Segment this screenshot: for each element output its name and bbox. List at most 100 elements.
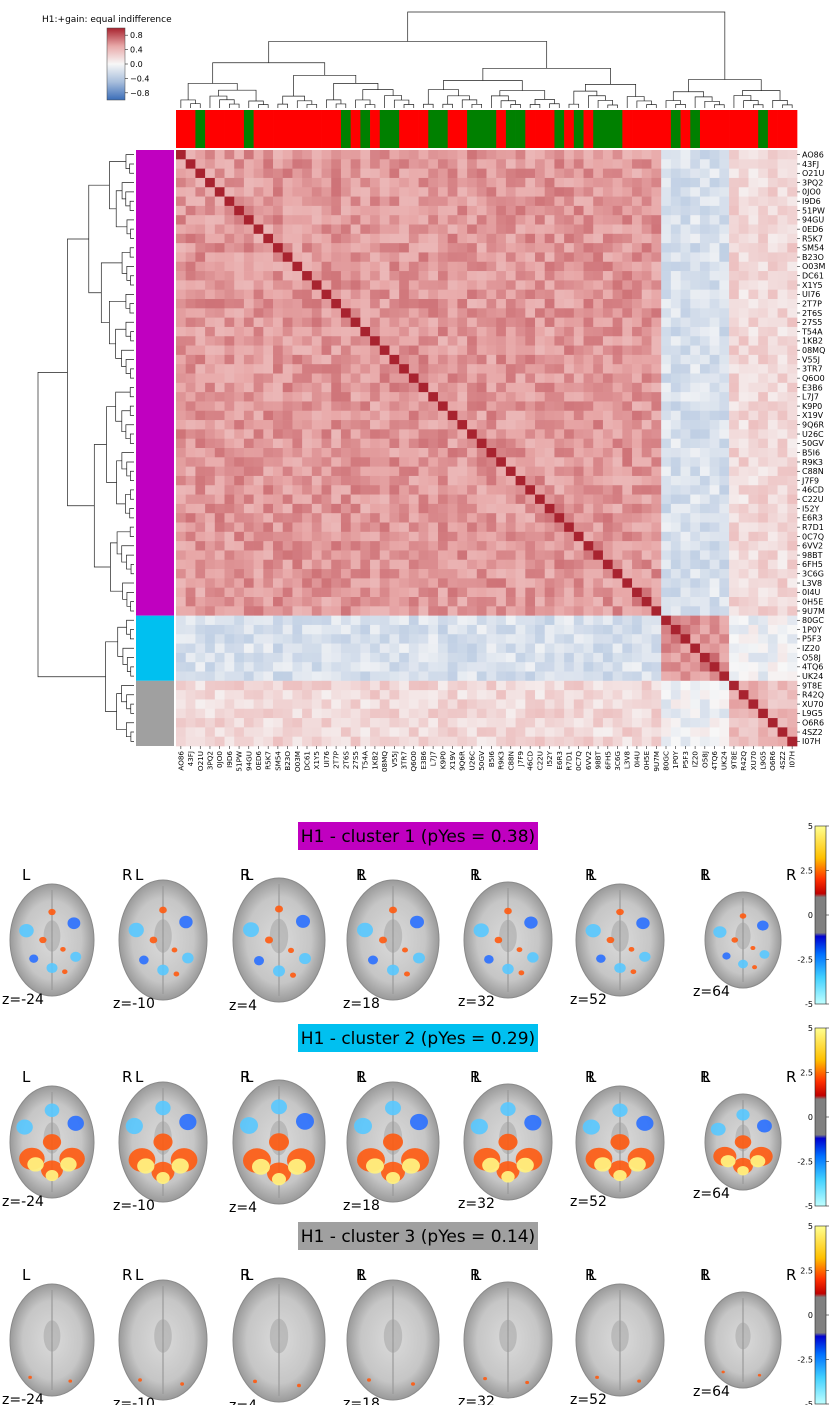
heatmap-cell [719, 727, 730, 738]
heatmap-cell [593, 326, 604, 337]
heatmap-cell [670, 224, 681, 235]
heatmap-cell [564, 643, 575, 654]
heatmap-cell [680, 429, 691, 440]
column-group-cell [535, 110, 546, 148]
hemisphere-label: R [240, 866, 250, 884]
heatmap-cell [505, 503, 516, 514]
column-group-cell [554, 110, 565, 148]
heatmap-cell [185, 652, 196, 663]
heatmap-cell [738, 150, 749, 160]
heatmap-cell [185, 485, 196, 495]
heatmap-cell [651, 671, 662, 682]
heatmap-cell [505, 448, 516, 458]
heatmap-cell [554, 336, 565, 346]
heatmap-cell [564, 252, 575, 263]
heatmap-cell [515, 494, 526, 505]
heatmap-cell [680, 587, 691, 598]
heatmap-cell [554, 597, 565, 607]
heatmap-cell [340, 475, 351, 486]
dendrogram-link [129, 508, 134, 519]
heatmap-cell [399, 326, 410, 337]
heatmap-cell [719, 299, 730, 309]
heatmap-cell [476, 503, 487, 514]
heatmap-cell [476, 578, 487, 589]
heatmap-cell [243, 420, 254, 430]
heatmap-cell [311, 513, 322, 523]
heatmap-cell [360, 699, 371, 710]
heatmap-cell [292, 317, 303, 328]
hemisphere-label: R [470, 866, 480, 884]
heatmap-cell [767, 308, 778, 318]
heatmap-cell [670, 578, 681, 589]
heatmap-cell [632, 224, 643, 235]
heatmap-cell [340, 634, 351, 644]
heatmap-cell [447, 503, 458, 514]
heatmap-cell [253, 680, 264, 691]
heatmap-cell [399, 680, 410, 691]
heatmap-cell [311, 252, 322, 263]
heatmap-cell [515, 624, 526, 635]
dendrogram-link [782, 104, 793, 108]
column-label: XU70 [749, 751, 758, 771]
heatmap-cell [670, 624, 681, 635]
heatmap-cell [360, 606, 371, 616]
activation-blob-strong [720, 1155, 736, 1168]
heatmap-cell [447, 392, 458, 402]
heatmap-cell [602, 187, 613, 197]
heatmap-cell [408, 652, 419, 663]
heatmap-cell [195, 187, 206, 197]
heatmap-cell [428, 690, 439, 700]
heatmap-cell [651, 271, 662, 281]
heatmap-cell [457, 643, 468, 654]
heatmap-cell [224, 466, 235, 477]
heatmap-cell [632, 373, 643, 384]
heatmap-cell [302, 243, 313, 253]
heatmap-cell [185, 205, 196, 216]
heatmap-cell [457, 271, 468, 281]
heatmap-cell [496, 373, 507, 384]
heatmap-cell [370, 690, 381, 700]
heatmap-cell [486, 280, 497, 291]
heatmap-cell [399, 382, 410, 393]
heatmap-cell [758, 336, 769, 346]
row-cluster-block [136, 615, 174, 681]
heatmap-cell [661, 289, 672, 300]
heatmap-cell [360, 243, 371, 253]
heatmap-colorbar-tick-label: 0.4 [130, 46, 143, 55]
heatmap-cell [767, 289, 778, 300]
heatmap-cell [234, 699, 245, 710]
column-group-cell [719, 110, 730, 148]
heatmap-cell [447, 736, 458, 747]
heatmap-cell [447, 429, 458, 440]
activation-blob-positive [739, 913, 747, 919]
heatmap-cell [234, 289, 245, 300]
heatmap-cell [263, 634, 274, 644]
heatmap-cell [331, 494, 342, 505]
heatmap-cell [670, 466, 681, 477]
heatmap-cell [176, 624, 187, 635]
heatmap-cell [729, 261, 740, 272]
heatmap-cell [602, 457, 613, 467]
heatmap-cell [767, 569, 778, 579]
heatmap-cell [476, 559, 487, 570]
heatmap-cell [758, 597, 769, 607]
heatmap-cell [583, 457, 594, 467]
hemisphere-label: L [135, 1266, 144, 1284]
heatmap-cell [224, 168, 235, 179]
heatmap-cell [777, 587, 788, 598]
hemisphere-label: L [473, 866, 482, 884]
dendrogram-link [115, 391, 131, 422]
heatmap-cell [515, 466, 526, 477]
heatmap-cell [496, 708, 507, 719]
heatmap-cell [748, 718, 759, 728]
heatmap-cell [622, 680, 633, 691]
column-group-cell [787, 110, 798, 148]
column-label: C88N [506, 751, 515, 771]
heatmap-cell [418, 289, 429, 300]
heatmap-cell [583, 690, 594, 700]
heatmap-cell [661, 280, 672, 291]
activation-blob-negative [759, 950, 770, 959]
heatmap-cell [389, 159, 400, 169]
heatmap-cell [554, 708, 565, 719]
heatmap-cell [496, 503, 507, 514]
